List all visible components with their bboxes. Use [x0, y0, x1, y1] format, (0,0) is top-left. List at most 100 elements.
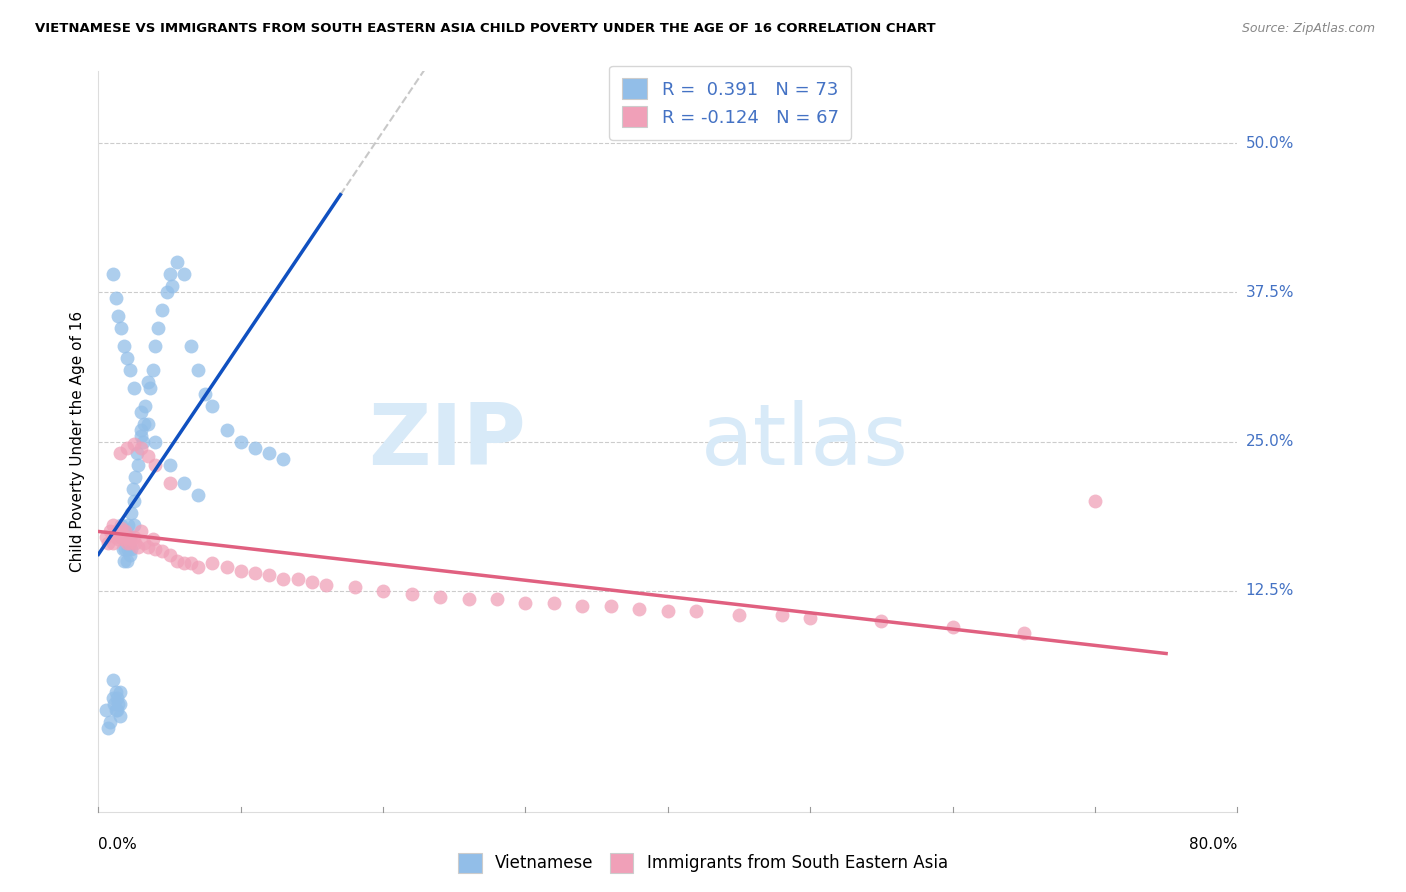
- Point: [173, 476, 195, 491]
- Legend: Vietnamese, Immigrants from South Eastern Asia: Vietnamese, Immigrants from South Easter…: [451, 847, 955, 880]
- Point: [104, 685, 127, 699]
- Point: [799, 611, 821, 625]
- Point: [127, 458, 149, 473]
- Point: [134, 399, 156, 413]
- Point: [114, 524, 136, 538]
- Point: [201, 399, 224, 413]
- Point: [98, 524, 121, 538]
- Point: [156, 285, 179, 300]
- Point: [201, 557, 224, 571]
- Point: [101, 268, 124, 282]
- Point: [129, 441, 152, 455]
- Point: [301, 575, 323, 590]
- Point: [110, 530, 132, 544]
- Point: [543, 596, 565, 610]
- Point: [115, 530, 138, 544]
- Point: [429, 590, 451, 604]
- Point: [118, 548, 141, 562]
- Point: [108, 709, 131, 723]
- Point: [115, 351, 138, 365]
- Point: [685, 604, 707, 618]
- Point: [112, 533, 135, 547]
- Point: [728, 607, 751, 622]
- Point: [121, 483, 143, 497]
- Point: [101, 673, 124, 688]
- Point: [108, 698, 131, 712]
- Point: [628, 601, 651, 615]
- Point: [112, 554, 135, 568]
- Point: [122, 381, 145, 395]
- Point: [101, 536, 124, 550]
- Point: [166, 554, 188, 568]
- Point: [229, 434, 252, 449]
- Point: [373, 583, 395, 598]
- Legend: R =  0.391   N = 73, R = -0.124   N = 67: R = 0.391 N = 73, R = -0.124 N = 67: [609, 66, 852, 140]
- Point: [107, 309, 129, 323]
- Text: atlas: atlas: [700, 400, 908, 483]
- Point: [103, 698, 125, 712]
- Point: [101, 518, 124, 533]
- Point: [173, 557, 195, 571]
- Point: [105, 524, 128, 538]
- Point: [107, 533, 129, 547]
- Point: [136, 540, 159, 554]
- Point: [131, 434, 153, 449]
- Point: [118, 536, 141, 550]
- Point: [148, 321, 170, 335]
- Point: [1012, 625, 1035, 640]
- Point: [273, 572, 295, 586]
- Point: [115, 536, 138, 550]
- Point: [122, 494, 145, 508]
- Point: [129, 405, 152, 419]
- Text: VIETNAMESE VS IMMIGRANTS FROM SOUTH EASTERN ASIA CHILD POVERTY UNDER THE AGE OF : VIETNAMESE VS IMMIGRANTS FROM SOUTH EAST…: [35, 22, 936, 36]
- Point: [122, 530, 145, 544]
- Point: [259, 568, 281, 582]
- Point: [136, 449, 159, 463]
- Text: ZIP: ZIP: [368, 400, 526, 483]
- Point: [120, 533, 142, 547]
- Point: [105, 691, 128, 706]
- Point: [770, 607, 793, 622]
- Point: [229, 564, 252, 578]
- Point: [152, 544, 174, 558]
- Point: [273, 452, 295, 467]
- Point: [159, 548, 181, 562]
- Point: [215, 423, 238, 437]
- Point: [120, 541, 142, 556]
- Point: [571, 599, 593, 614]
- Point: [124, 536, 146, 550]
- Point: [129, 428, 152, 442]
- Point: [117, 541, 139, 556]
- Text: 50.0%: 50.0%: [1246, 136, 1294, 151]
- Text: 80.0%: 80.0%: [1189, 837, 1237, 852]
- Point: [108, 685, 131, 699]
- Point: [94, 530, 117, 544]
- Point: [115, 554, 138, 568]
- Point: [129, 423, 152, 437]
- Point: [118, 530, 141, 544]
- Point: [111, 541, 134, 556]
- Point: [180, 339, 202, 353]
- Point: [112, 339, 135, 353]
- Text: 25.0%: 25.0%: [1246, 434, 1294, 449]
- Point: [136, 417, 159, 431]
- Point: [110, 518, 132, 533]
- Point: [110, 321, 132, 335]
- Point: [108, 446, 131, 460]
- Point: [942, 620, 965, 634]
- Point: [243, 566, 266, 580]
- Point: [114, 541, 136, 556]
- Point: [870, 614, 893, 628]
- Point: [159, 268, 181, 282]
- Point: [122, 437, 145, 451]
- Point: [120, 506, 142, 520]
- Point: [104, 530, 127, 544]
- Point: [159, 476, 181, 491]
- Point: [259, 446, 281, 460]
- Point: [515, 596, 537, 610]
- Point: [187, 363, 209, 377]
- Text: 12.5%: 12.5%: [1246, 583, 1294, 599]
- Point: [124, 470, 146, 484]
- Text: 37.5%: 37.5%: [1246, 285, 1294, 300]
- Point: [180, 557, 202, 571]
